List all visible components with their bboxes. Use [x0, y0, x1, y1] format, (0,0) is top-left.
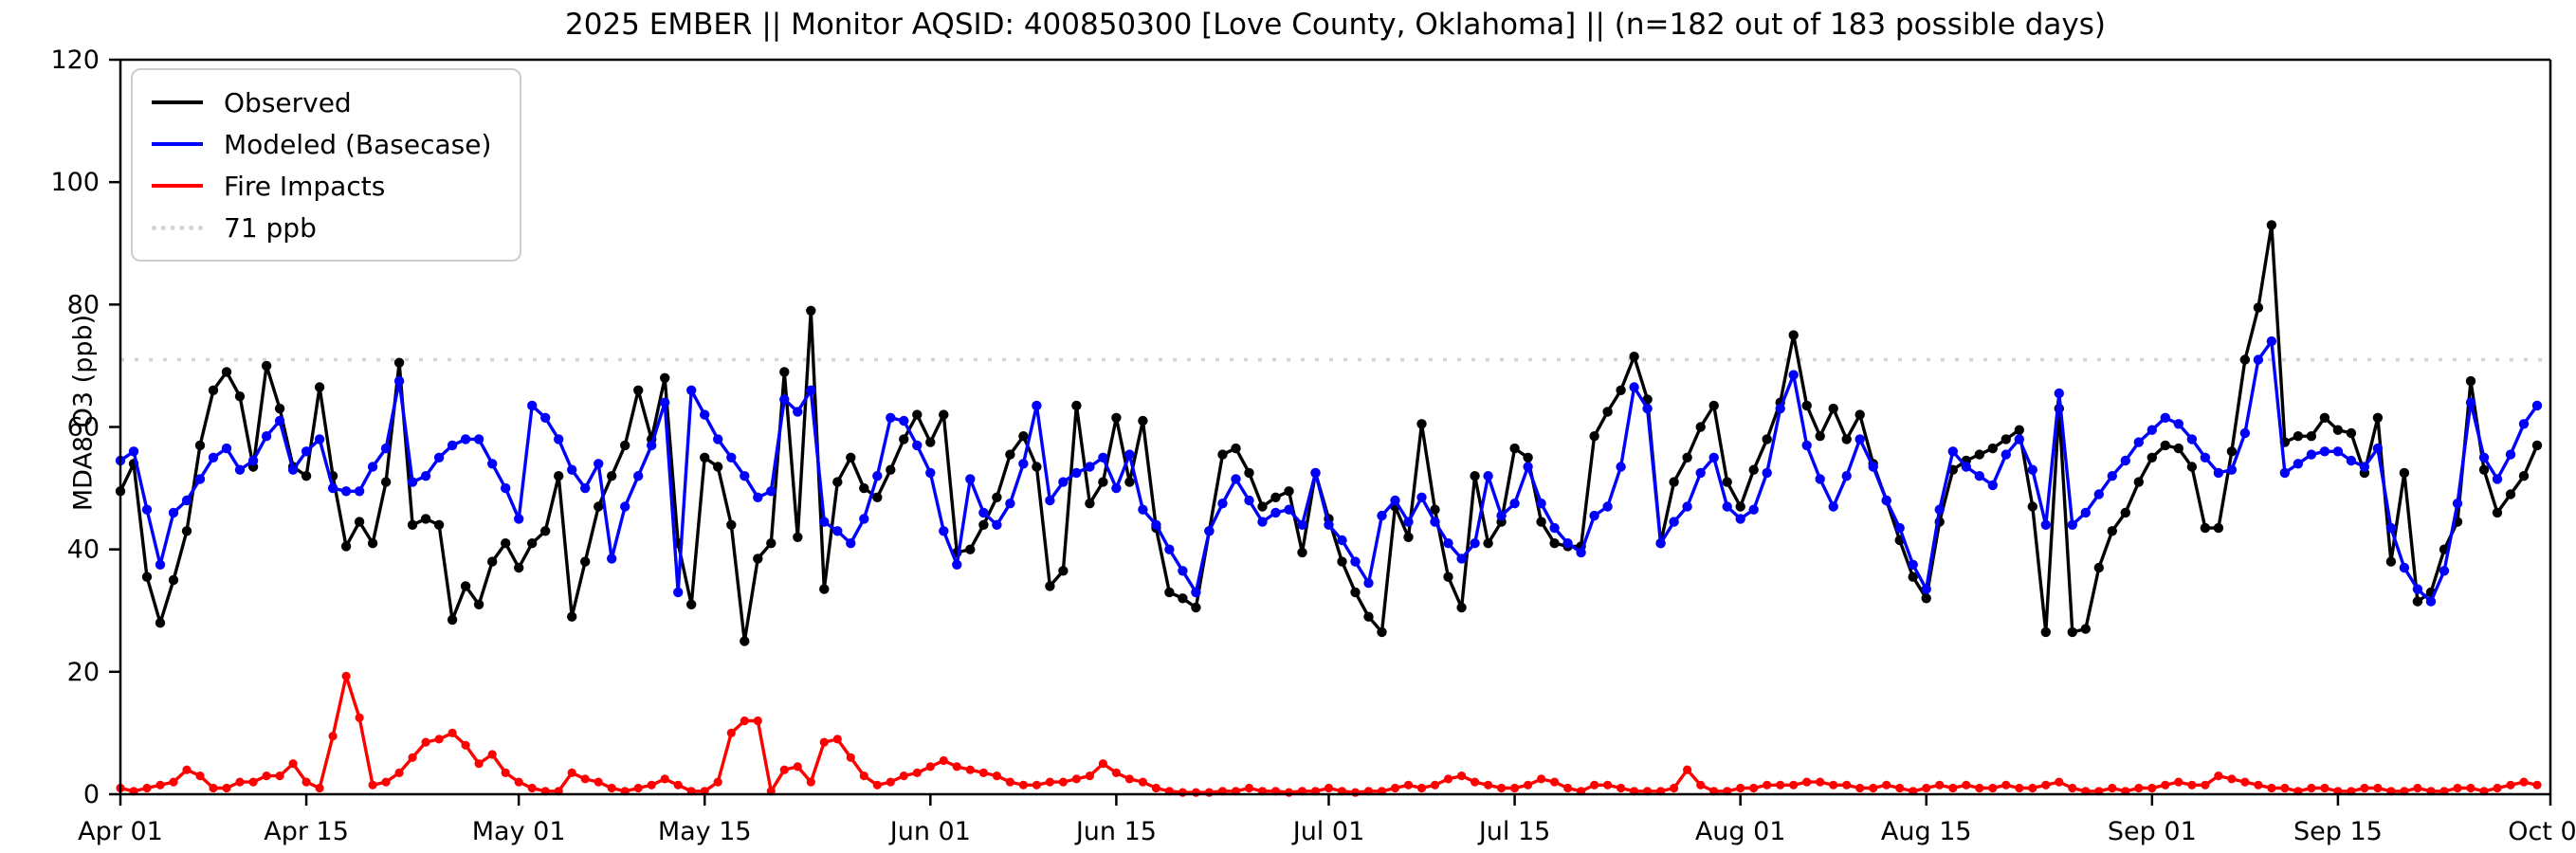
x-tick-label: Jun 15 [1074, 817, 1157, 846]
legend-item-fire-impacts: Fire Impacts [152, 165, 491, 207]
fire-impacts-series [116, 671, 2542, 797]
series-line [119, 339, 2539, 604]
y-tick-label: 80 [67, 290, 100, 319]
y-tick-label: 120 [50, 45, 100, 75]
x-tick-label: Sep 01 [2108, 817, 2197, 846]
observed-line-swatch [152, 100, 203, 104]
legend-label: Observed [224, 86, 352, 118]
legend-item-observed: Observed [152, 82, 491, 123]
series-line [119, 223, 2539, 644]
threshold-line-swatch [152, 225, 203, 230]
x-tick-label: Jun 01 [888, 817, 971, 846]
x-tick-label: May 15 [658, 817, 752, 846]
x-tick-label: May 01 [472, 817, 566, 846]
y-tick-label: 40 [67, 535, 100, 565]
chart-title: 2025 EMBER || Monitor AQSID: 400850300 [… [565, 8, 2106, 42]
x-tick-label: Jul 01 [1291, 817, 1365, 846]
x-tick-label: Aug 01 [1695, 817, 1786, 846]
series-line [119, 674, 2538, 794]
legend: Observed Modeled (Basecase) Fire Impacts… [131, 68, 522, 262]
legend-item-modeled: Modeled (Basecase) [152, 123, 491, 165]
x-tick-label: Jul 15 [1477, 817, 1551, 846]
legend-label: Fire Impacts [224, 170, 386, 202]
x-tick-label: Apr 15 [264, 817, 349, 846]
y-tick-label: 100 [50, 168, 100, 197]
fire-impacts-line-swatch [152, 184, 203, 188]
legend-label: 71 ppb [224, 211, 317, 244]
axes: 0 20 40 60 80 100 120 Apr 01 Apr 15 May 01 May 15 J… [50, 45, 2576, 846]
modeled-line-swatch [152, 142, 203, 146]
legend-label: Modeled (Basecase) [224, 128, 492, 160]
modeled-series [115, 336, 2543, 607]
x-tick-label: Aug 15 [1881, 817, 1972, 846]
legend-item-threshold: 71 ppb [152, 207, 491, 248]
y-tick-label: 0 [83, 780, 100, 809]
x-tick-label: Oct 01 [2508, 817, 2576, 846]
y-tick-label: 20 [67, 658, 100, 687]
x-tick-label: Sep 15 [2293, 817, 2383, 846]
y-tick-label: 60 [67, 413, 100, 443]
x-tick-label: Apr 01 [78, 817, 163, 846]
observed-series [115, 220, 2543, 646]
